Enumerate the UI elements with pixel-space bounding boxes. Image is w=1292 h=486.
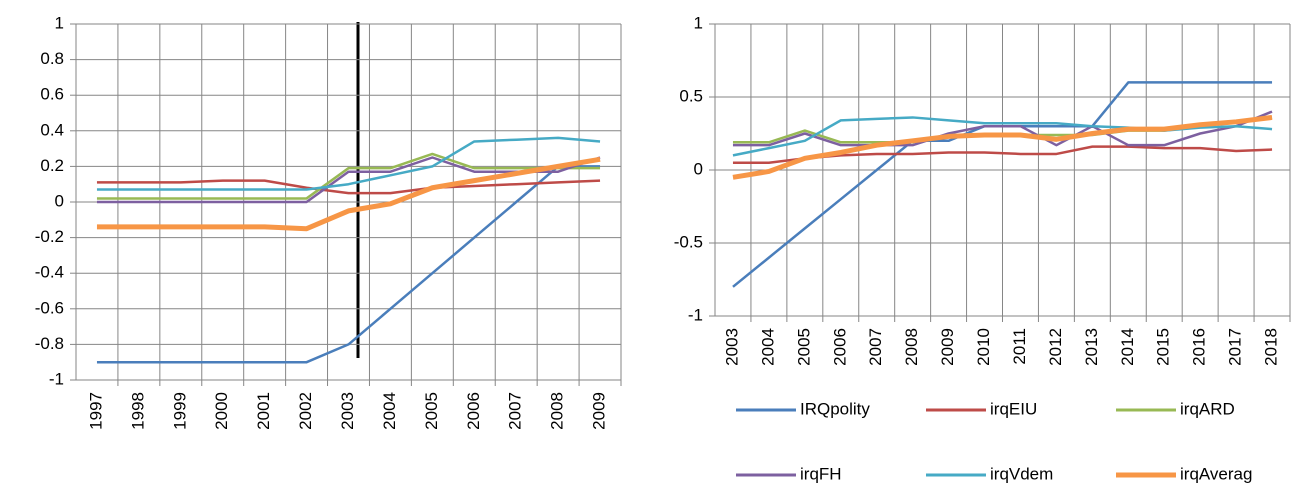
y-tick-label: 0.8 bbox=[40, 49, 64, 68]
x-tick-label: 2014 bbox=[1118, 328, 1137, 366]
x-tick-label: 2009 bbox=[590, 392, 609, 430]
y-tick-label: -0.8 bbox=[35, 334, 64, 353]
x-tick-label: 2007 bbox=[506, 392, 525, 430]
y-tick-label: 0.5 bbox=[679, 86, 703, 105]
y-tick-label: -0.2 bbox=[35, 227, 64, 246]
x-tick-label: 2011 bbox=[1010, 328, 1029, 365]
y-tick-label: -0.6 bbox=[35, 298, 64, 317]
x-tick-label: 2009 bbox=[938, 328, 957, 366]
x-tick-label: 1998 bbox=[128, 392, 147, 430]
y-tick-label: 1 bbox=[55, 13, 64, 32]
y-tick-label: 0.6 bbox=[40, 85, 64, 104]
y-tick-label: -0.5 bbox=[674, 232, 703, 251]
x-tick-label: 2004 bbox=[758, 328, 777, 366]
legend-label: irqVdem bbox=[990, 464, 1053, 483]
x-tick-label: 2010 bbox=[974, 328, 993, 366]
x-tick-label: 2002 bbox=[296, 392, 315, 430]
x-tick-label: 2005 bbox=[794, 328, 813, 366]
series-line bbox=[732, 110, 1273, 147]
x-tick-label: 2006 bbox=[830, 328, 849, 366]
y-tick-label: 0 bbox=[694, 159, 703, 178]
y-tick-label: 0 bbox=[55, 191, 64, 210]
y-tick-label: 1 bbox=[694, 13, 703, 32]
x-tick-label: 2003 bbox=[722, 328, 741, 366]
series-line bbox=[96, 152, 601, 200]
series-line bbox=[96, 179, 601, 195]
x-tick-label: 2003 bbox=[338, 392, 357, 430]
x-tick-label: 2017 bbox=[1226, 328, 1245, 366]
legend-label: irqFH bbox=[800, 464, 842, 483]
y-tick-label: -0.4 bbox=[35, 263, 64, 282]
x-tick-label: 2005 bbox=[422, 392, 441, 430]
series-line bbox=[96, 156, 601, 232]
series-line bbox=[732, 114, 1273, 180]
x-tick-label: 2016 bbox=[1190, 328, 1209, 366]
x-tick-label: 2004 bbox=[380, 392, 399, 430]
y-tick-label: 0.2 bbox=[40, 156, 64, 175]
x-tick-label: 2008 bbox=[548, 392, 567, 430]
x-tick-label: 2018 bbox=[1262, 328, 1281, 366]
legend-label: irqARD bbox=[1180, 399, 1235, 418]
x-tick-label: 2015 bbox=[1154, 328, 1173, 366]
x-tick-label: 1997 bbox=[86, 392, 105, 430]
series-line bbox=[96, 165, 601, 364]
y-tick-label: -1 bbox=[49, 369, 64, 388]
x-tick-label: 2000 bbox=[212, 392, 231, 430]
legend-label: IRQpolity bbox=[800, 399, 870, 418]
x-tick-label: 2012 bbox=[1046, 328, 1065, 366]
x-tick-label: 2013 bbox=[1082, 328, 1101, 366]
y-tick-label: 0.4 bbox=[40, 120, 64, 139]
x-tick-label: 2008 bbox=[902, 328, 921, 366]
series-line bbox=[96, 136, 601, 191]
x-tick-label: 2006 bbox=[464, 392, 483, 430]
x-tick-label: 1999 bbox=[170, 392, 189, 430]
y-tick-label: -1 bbox=[688, 305, 703, 324]
legend-label: irqEIU bbox=[990, 399, 1037, 418]
x-tick-label: 2001 bbox=[254, 392, 273, 430]
x-tick-label: 2007 bbox=[866, 328, 885, 366]
legend-label: irqAverag bbox=[1180, 464, 1252, 483]
